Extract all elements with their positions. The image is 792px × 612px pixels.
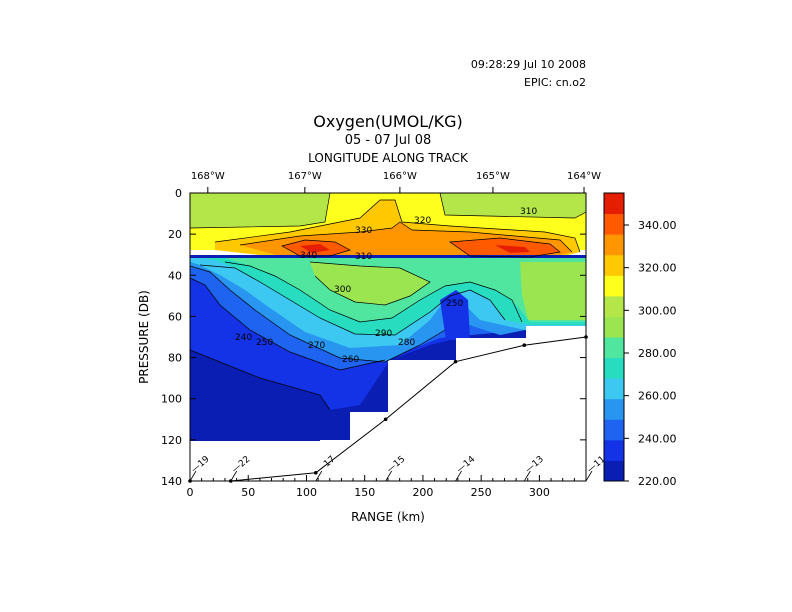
y-tick-label: 120 — [161, 434, 182, 447]
colorbar-swatch — [604, 357, 624, 379]
top-tick-label: 165°W — [476, 171, 510, 182]
column-low-o2 — [440, 290, 470, 340]
contour-field: 310 320 330 340 310 300 290 280 270 260 … — [190, 193, 586, 481]
x-tick-label: 300 — [529, 486, 550, 499]
station-tick — [585, 470, 593, 482]
station-tick — [455, 470, 462, 482]
colorbar-tick-label: 280.00 — [638, 347, 677, 360]
station-marker — [453, 359, 458, 364]
top-tick-label: 167°W — [288, 171, 322, 182]
contour-label: 250 — [256, 338, 273, 348]
epic-text: EPIC: cn.o2 — [524, 76, 586, 89]
station-tick — [189, 470, 197, 482]
contour-value-labels: 310 320 330 340 310 300 290 280 270 260 … — [235, 207, 537, 365]
y-tick-label: 40 — [168, 269, 182, 282]
colorbar-tick-label: 220.00 — [638, 475, 677, 488]
colorbar-tick-label: 340.00 — [638, 219, 677, 232]
colorbar-swatch — [604, 439, 624, 461]
top-tick-label: 168°W — [191, 171, 225, 182]
station-marker — [313, 470, 318, 475]
no-data-bottom — [190, 441, 586, 481]
top-tick-label: 166°W — [383, 171, 417, 182]
top-axis-label: LONGITUDE ALONG TRACK — [308, 151, 469, 165]
contour-label: 310 — [520, 207, 537, 217]
contour-label: 280 — [398, 338, 415, 348]
band-300-310-east — [520, 262, 586, 320]
timestamp-text: 09:28:29 Jul 10 2008 — [471, 58, 586, 71]
contour-label: 270 — [308, 341, 325, 351]
colorbar-swatch — [604, 419, 624, 441]
y-tick-label: 80 — [168, 352, 182, 365]
colorbar-tick-label: 300.00 — [638, 304, 677, 317]
contour-label: 330 — [355, 226, 372, 236]
contour-lines — [190, 193, 586, 411]
x-tick-label: 50 — [241, 486, 255, 499]
colorbar-tick-label: 260.00 — [638, 390, 677, 403]
y-tick-label: 0 — [175, 187, 182, 200]
chart-title: Oxygen(UMOL/KG) — [313, 112, 462, 131]
contour-label: 300 — [334, 285, 351, 295]
contour-label: 260 — [342, 355, 359, 365]
x-tick-label: 100 — [296, 486, 317, 499]
station-tick — [385, 470, 393, 482]
top-tick-label: 164°W — [567, 171, 601, 182]
axes: 0 50 100 150 200 250 300 0 20 40 60 80 100 120 140 168°… — [161, 171, 601, 499]
x-tick-label: 150 — [354, 486, 375, 499]
colorbar-tick-label: 240.00 — [638, 432, 677, 445]
station-tick — [230, 470, 238, 482]
chart-subtitle: 05 - 07 Jul 08 — [345, 133, 432, 148]
colorbar-swatch — [604, 378, 624, 400]
colorbar-swatch — [604, 234, 624, 256]
band-300-310-pocket — [310, 262, 430, 305]
station-marker — [522, 343, 527, 348]
y-tick-label: 140 — [161, 475, 182, 488]
core-east — [495, 245, 530, 253]
x-tick-label: 200 — [412, 486, 433, 499]
contour-label: 320 — [414, 216, 431, 226]
x-tick-label: 250 — [471, 486, 492, 499]
colorbar-swatch — [604, 275, 624, 297]
colorbar-swatch — [604, 193, 624, 215]
colorbar: 220.00 240.00 260.00 280.00 300.00 320.00 340.… — [603, 192, 677, 488]
contour-label: 290 — [375, 329, 392, 339]
colorbar-swatch — [604, 254, 624, 276]
y-tick-label: 60 — [168, 310, 182, 323]
colorbar-tick-label: 320.00 — [638, 262, 677, 275]
station-tick — [523, 470, 531, 482]
colorbar-swatch — [604, 213, 624, 235]
station-tick — [315, 470, 323, 482]
y-axis-label: PRESSURE (DB) — [137, 290, 151, 384]
y-tick-label: 20 — [168, 228, 182, 241]
contour-label: 250 — [446, 299, 463, 309]
contour-label: 240 — [235, 333, 252, 343]
colorbar-frame — [603, 192, 625, 482]
x-tick-label: 0 — [187, 486, 194, 499]
station-marker — [383, 417, 388, 422]
colorbar-swatch — [604, 295, 624, 317]
colorbar-swatch — [604, 460, 624, 482]
contour-label: 340 — [300, 251, 317, 261]
contour-label: 310 — [355, 252, 372, 262]
core-west — [300, 244, 330, 253]
colorbar-swatch — [604, 398, 624, 420]
colorbar-swatch — [604, 337, 624, 359]
x-axis-label: RANGE (km) — [351, 510, 425, 524]
colorbar-swatch — [604, 316, 624, 338]
y-tick-label: 100 — [161, 393, 182, 406]
